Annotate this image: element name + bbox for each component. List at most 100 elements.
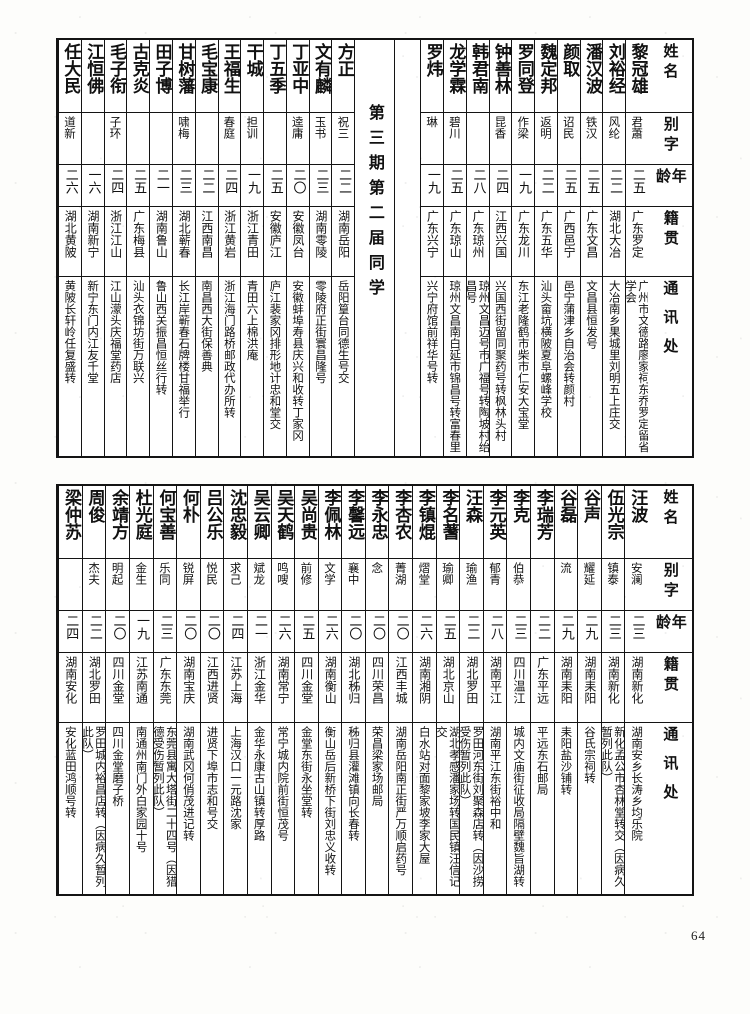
entry-address-text: 琼州文昌南白延市锦昌号转富春里 — [448, 280, 463, 453]
roster-entry-column[interactable]: 丁亚中 逵庸 二〇 安徽凤台 安徽蚌埠寿县庆兴和收转丁家冈 — [285, 40, 309, 456]
entry-native-text: 湖南常宁 — [276, 656, 291, 704]
entry-age: 二三 — [625, 610, 648, 652]
entry-name: 何朴 — [177, 486, 200, 558]
roster-entry-column[interactable]: 潘汉波 铁汉 二五 广东文昌 文昌县恒发号 — [579, 40, 603, 456]
section-title-text: 第三期第二届同学 — [365, 104, 385, 304]
entry-name-text: 李瑞芳 — [532, 489, 553, 540]
roster-entry-column[interactable]: 吴尚贵 前修 二五 四川金堂 金堂东街永坐堂转 — [294, 486, 318, 894]
entry-alias: 明起 — [106, 558, 129, 610]
roster-entry-column[interactable]: 田子博 二一 湖南鲁山 鲁山西关振昌恒丝行转 — [149, 40, 172, 456]
entry-name: 谷磊 — [555, 486, 578, 558]
roster-entry-column[interactable]: 李克 伯恭 二三 四川温江 城内文庙街征收局隔壁魏旨湖转 — [506, 486, 531, 894]
roster-entry-column[interactable]: 毛宝康 二二 江西南昌 南昌西大街保善典 — [194, 40, 218, 456]
roster-entry-column[interactable]: 何宝善 乐同 二三 广东东莞 东莞县寓大塔街二十四号（因猎德受伤暂列此队） — [152, 486, 177, 894]
entry-age-text: 二六 — [417, 614, 433, 640]
entry-name: 伍光宗 — [602, 486, 625, 558]
entry-age-text: 二五 — [267, 168, 283, 194]
entry-name-text: 方正 — [333, 43, 354, 77]
roster-entry-column[interactable]: 刘裕经 风纶 二二 湖北大冶 大冶南乡果城里刘明五上庄交 — [602, 40, 626, 456]
entry-name: 古克炎 — [127, 40, 149, 112]
roster-entry-column[interactable]: 李永忠念二〇 四川荣昌 荣昌梁家场邮局 — [364, 486, 389, 894]
entry-name-text: 李佩林 — [320, 489, 341, 540]
roster-entry-column[interactable]: 魏定邦 返明 二二 广东五华 汕头畲坑横陂夏阜螺峰学校 — [534, 40, 557, 456]
entry-name: 李元英 — [484, 486, 507, 558]
entry-address-text: 广州市文德路廖家祠东乔罗定留省学会 — [626, 280, 648, 453]
entry-alias: 襄中 — [342, 558, 365, 610]
roster-entry-column[interactable]: 甘树藩 啸梅 二三 湖北蕲春 长江岸蕲春石牌楼甘福举行 — [171, 40, 195, 456]
roster-entry-column[interactable]: 李杏农 菁湖 二〇 江西丰城 湖南岳阳南正街严万顺启药号 — [388, 486, 413, 894]
roster-entry-column[interactable]: 王福生 春庭 二四 浙江黄岩 浙江海门路桥邮政代办所转 — [217, 40, 241, 456]
entry-address-text: 湖南岳阳南正街严万顺启药号 — [394, 726, 409, 876]
roster-entry-column[interactable]: 古克炎 二五 广东梅县 汕头衣锦坊街万联兴 — [126, 40, 150, 456]
roster-entry-column[interactable]: 杜光庭 金生 一九 江苏南通 南通州南门外白家园十号 — [128, 486, 153, 894]
roster-entry-column[interactable]: 伍光宗 镇泰 二三 湖南新化 新化孟公市杏林堂转交（因病久暂列此队） — [600, 486, 625, 894]
entry-alias-text: 道新 — [62, 116, 77, 139]
roster-entry-column[interactable]: 余靖方 明起 二〇 四川金堂 四川金堂磨子桥 — [105, 486, 129, 894]
entry-name-text: 钟善林 — [490, 43, 511, 94]
entry-native-text: 江苏上海 — [228, 656, 243, 704]
roster-entry-column[interactable]: 龙学霖 碧川 二五 广东琼山 琼州文昌南白延市锦昌号转富春里 — [442, 40, 466, 456]
entry-age: 二六 — [318, 610, 342, 652]
roster-entry-column[interactable]: 周俊 杰夫 二二 湖北罗田 罗田城内裕昌店转（因病久暂列此队） — [81, 486, 106, 894]
roster-entry-column[interactable]: 李馨远 襄中 二〇 湖北秭归 秭归县灌滩镇向长春转 — [341, 486, 365, 894]
entry-age-text: 二四 — [108, 168, 124, 194]
entry-name-text: 李馨远 — [344, 489, 365, 540]
roster-entry-column[interactable]: 梁仲苏 二四 湖南安化 安化蓝田鸿顺号转 — [58, 486, 82, 894]
roster-entry-column[interactable]: 李镇焜 熠堂 二六 湖南湘阴 白水站对面黎家坡李家大屋 — [412, 486, 436, 894]
roster-entry-column[interactable]: 韩君南 二八 广东琼州 琼州文昌迈号市广福号转陶坡村绐昌号 — [465, 40, 489, 456]
roster-entry-column[interactable]: 汪森 瑜渔 二二 湖北罗田 罗田河东街刘聚森店转（因沙捞受伤暂列此队） — [459, 486, 483, 894]
entry-alias-text: 鸣嗖 — [275, 562, 290, 585]
roster-entry-column[interactable]: 李瑞芳 二二 广东平远 平远东石邮局 — [530, 486, 554, 894]
entry-native: 湖北罗田 — [82, 652, 106, 722]
roster-entry-column[interactable]: 毛子衔 子环 二四 浙江江山 江山濛头庆福堂药店 — [103, 40, 127, 456]
roster-entry-column[interactable]: 文有麟 玉书 二三 湖南零陵 零陵府正街寰昌隆号 — [308, 40, 332, 456]
entry-address: 湖北孝感潘家场转国民镇汪信记交 — [436, 722, 460, 894]
entry-native-text: 江西兴国 — [493, 210, 508, 258]
entry-name-text: 杜光庭 — [131, 489, 152, 540]
entry-name-text: 李克 — [509, 489, 530, 523]
entry-address: 岳阳篁台同德生号交 — [332, 276, 355, 456]
roster-entry-column[interactable]: 任大民 道新 二六 湖北黄陂 黄陂长轩岭任复盛转 — [58, 40, 81, 456]
row-header-native: 籍贯 — [648, 652, 692, 722]
roster-entry-column[interactable]: 李佩林 文学 二六 湖南衡山 衡山岳后新桥下街刘忠义收转 — [317, 486, 342, 894]
entry-alias — [150, 112, 172, 164]
roster-entry-column[interactable]: 沈忠毅 求己 二四 江苏上海 上海汉口一元路沈家 — [223, 486, 247, 894]
roster-entry-column[interactable]: 谷声 耀延 二九 湖南耒阳 谷氏宗祠转 — [577, 486, 601, 894]
roster-entry-column[interactable]: 何朴 锐屏 二〇 湖南宝庆 湖南武冈何俏茂进记转 — [176, 486, 200, 894]
entry-native: 浙江黄岩 — [218, 206, 241, 276]
entry-age: 二六 — [271, 610, 295, 652]
entry-address: 常宁城内院前街恒茂号 — [271, 722, 295, 894]
entry-native: 江苏南通 — [129, 652, 153, 722]
entry-native-text: 湖北秭归 — [346, 656, 361, 704]
roster-entry-column[interactable]: 颜取 诏民 二五 广西邑宁 邑宁蒲津乡自治会转颜村 — [556, 40, 580, 456]
roster-entry-column[interactable]: 吕公乐 悦民 二〇 江西进贤 进贤下埠市志和号交 — [199, 486, 224, 894]
roster-entry-column[interactable]: 干城 担训 一九 浙江青田 青田六上棉洪庵 — [240, 40, 264, 456]
entry-address-text: 琼州文昌迈号市广福号转陶坡村绐昌号 — [466, 280, 489, 453]
entry-alias: 子环 — [104, 112, 127, 164]
roster-entry-column[interactable]: 罗炜琳一九 广东兴宁 兴宁府馆前祥华号转 — [420, 40, 443, 456]
roster-entry-column[interactable]: 李名蓍 瑜卿 二五 湖北京山 湖北孝感潘家场转国民镇汪信记交 — [435, 486, 460, 894]
entry-native-text: 湖南耒阳 — [559, 656, 574, 704]
entry-alias-text: 琳 — [425, 116, 440, 128]
entry-age: 二三 — [309, 164, 332, 206]
roster-entry-column[interactable]: 谷磊流二九 湖南耒阳 耒阳盐沙铺转 — [553, 486, 578, 894]
roster-entry-column[interactable]: 方正 祝三 二二 湖南岳阳 岳阳篁台同德生号交 — [331, 40, 355, 456]
roster-entry-column[interactable]: 黎冠雄 君蕭 二五 广东罗定 广州市文德路廖家祠东乔罗定留省学会 — [625, 40, 648, 456]
entry-name-text: 谷声 — [580, 489, 601, 523]
roster-entry-column[interactable]: 吴云卿 斌龙 二一 浙江金华 金华永康古山镇转厚路 — [246, 486, 271, 894]
entry-name: 黎冠雄 — [626, 40, 648, 112]
entry-age-text: 二四 — [228, 614, 244, 640]
roster-entry-column[interactable]: 吴天鹤 鸣嗖 二六 湖南常宁 常宁城内院前街恒茂号 — [270, 486, 295, 894]
roster-entry-column[interactable]: 钟善林 昆香 二四 江西兴国 兴国西街留同聚药号转枫林头村 — [488, 40, 512, 456]
entry-native: 安徽凤台 — [286, 206, 309, 276]
roster-entry-column[interactable]: 江恒佛 一六 湖南新宁 新宁东门内江友千堂 — [80, 40, 104, 456]
entry-alias-text: 明起 — [110, 562, 125, 585]
roster-entry-column[interactable]: 汪波 安澜 二三 湖南新化 湖南安乡长涛乡均乐院 — [624, 486, 648, 894]
entry-native-text: 四川金堂 — [110, 656, 125, 704]
roster-entry-column[interactable]: 丁五季 二五 安徽庐江 庐江裴家冈排形地计忠和堂交 — [263, 40, 286, 456]
entry-native: 广东东莞 — [153, 652, 177, 722]
entry-alias-text: 逵庸 — [290, 116, 305, 139]
roster-entry-column[interactable]: 李元英 郁青 二八 湖南平江 湖南平江东街裕中和 — [482, 486, 507, 894]
roster-entry-column[interactable]: 罗同登 作梁 一九 广东龙川 东江老隆鹤市柴市仁安大宝堂 — [511, 40, 535, 456]
entry-address-text: 东江老隆鹤市柴市仁安大宝堂 — [516, 280, 531, 430]
